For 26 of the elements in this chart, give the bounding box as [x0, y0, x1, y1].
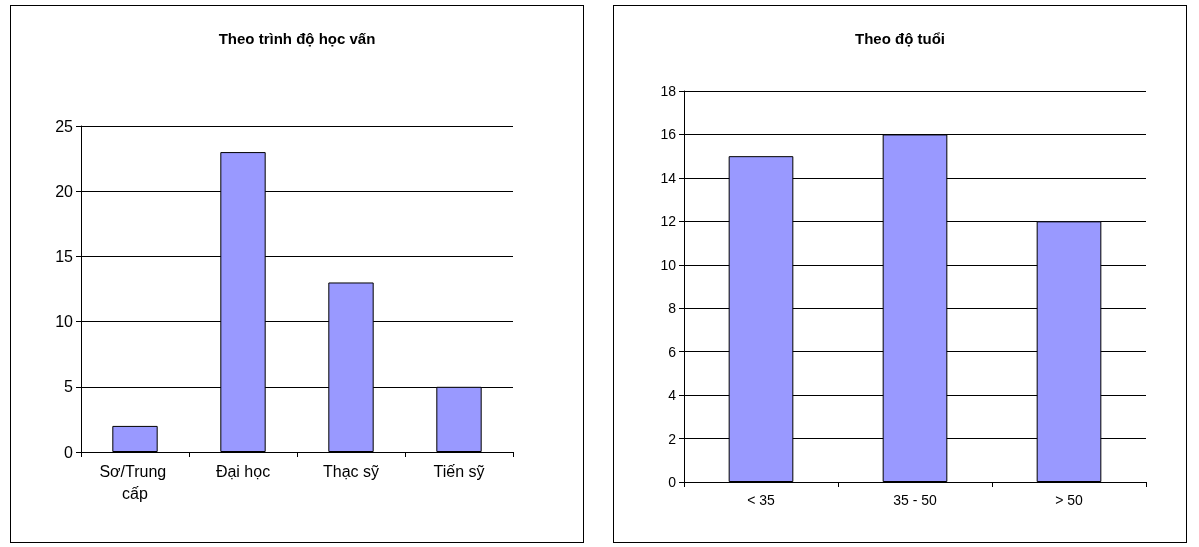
x-tick-label: < 35: [747, 492, 776, 508]
x-tick-label: 35 - 50: [893, 492, 937, 508]
x-tick-label: > 50: [1055, 492, 1084, 508]
y-tick-label: 20: [55, 182, 74, 200]
chart-title: Theo độ tuổi: [855, 30, 945, 47]
y-tick-label: 5: [64, 378, 74, 396]
bar: [112, 425, 158, 452]
x-tick-label: Thạc sỹ: [322, 462, 380, 480]
chart-title: Theo trình độ học vấn: [218, 30, 376, 47]
y-tick-label: 2: [668, 430, 677, 447]
y-tick-label: 4: [668, 387, 677, 404]
y-tick-label: 18: [660, 83, 677, 99]
y-tick-label: 10: [55, 313, 74, 331]
x-tick-label: Sơ/Trung cấp: [99, 462, 171, 502]
x-tick-label: Tiến sỹ: [433, 462, 485, 480]
y-tick-label: 0: [64, 443, 74, 461]
y-tick-label: 25: [55, 117, 74, 135]
y-tick-label: 12: [660, 213, 677, 230]
y-tick-label: 15: [55, 247, 74, 265]
y-tick-label: 0: [668, 474, 677, 490]
x-tick-label: Đại học: [215, 462, 271, 480]
y-tick-label: 16: [660, 126, 677, 143]
y-tick-label: 14: [660, 169, 677, 186]
y-tick-label: 10: [660, 256, 677, 273]
y-tick-label: 6: [668, 343, 677, 360]
y-tick-label: 8: [668, 300, 677, 317]
